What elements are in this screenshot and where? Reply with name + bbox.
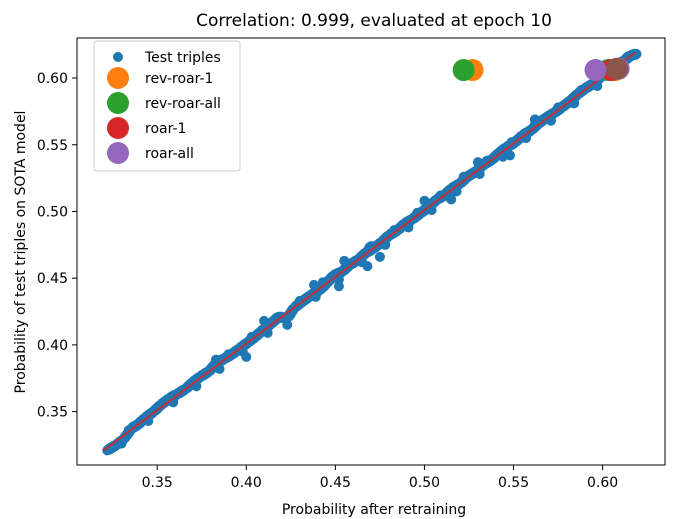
data-point-rev-roar-all (452, 59, 475, 82)
plot-frame (76, 37, 666, 466)
data-point-test-triples (333, 281, 344, 292)
legend-marker (107, 67, 129, 89)
y-axis-title: Probability of test triples on SOTA mode… (13, 111, 29, 394)
y-tick-label: 0.35 (37, 405, 68, 421)
legend-label: rev-roar-all (145, 96, 221, 112)
data-point-test-triples (241, 351, 252, 362)
y-tick-label: 0.40 (37, 338, 68, 354)
x-axis-title: Probability after retraining (282, 502, 466, 518)
x-axis: 0.35 0.40 0.45 0.50 0.55 0.60 (142, 465, 618, 491)
y-tick-label: 0.55 (37, 138, 68, 154)
data-point-test-triples (362, 261, 373, 272)
x-tick-label: 0.60 (587, 475, 618, 491)
x-tick-label: 0.35 (142, 475, 173, 491)
y-axis: 0.35 0.40 0.45 0.50 0.55 0.60 (37, 71, 77, 421)
legend-marker (113, 52, 123, 62)
plot-area (102, 48, 642, 456)
data-point-roar-all (584, 59, 607, 82)
legend: Test triples rev-roar-1 rev-roar-all roar-1… (93, 40, 241, 172)
data-point-test-triples (374, 251, 385, 262)
y-tick-label: 0.60 (37, 71, 68, 87)
legend-marker (107, 92, 129, 114)
legend-label: roar-all (145, 146, 194, 162)
chart-title: Correlation: 0.999, evaluated at epoch 1… (196, 11, 552, 31)
legend-label: Test triples (144, 50, 221, 66)
x-tick-label: 0.45 (320, 475, 351, 491)
x-tick-label: 0.40 (231, 475, 262, 491)
data-point-test-triples (629, 48, 641, 60)
legend-label: rev-roar-1 (145, 71, 213, 87)
legend-marker (107, 117, 129, 139)
trend-line (103, 51, 636, 452)
x-tick-label: 0.55 (498, 475, 529, 491)
y-tick-label: 0.50 (37, 204, 68, 220)
y-tick-label: 0.45 (37, 271, 68, 287)
x-tick-label: 0.50 (409, 475, 440, 491)
legend-marker (107, 142, 129, 164)
legend-frame (93, 40, 241, 172)
legend-label: roar-1 (145, 121, 186, 137)
data-point-overlap-marker (605, 57, 628, 80)
